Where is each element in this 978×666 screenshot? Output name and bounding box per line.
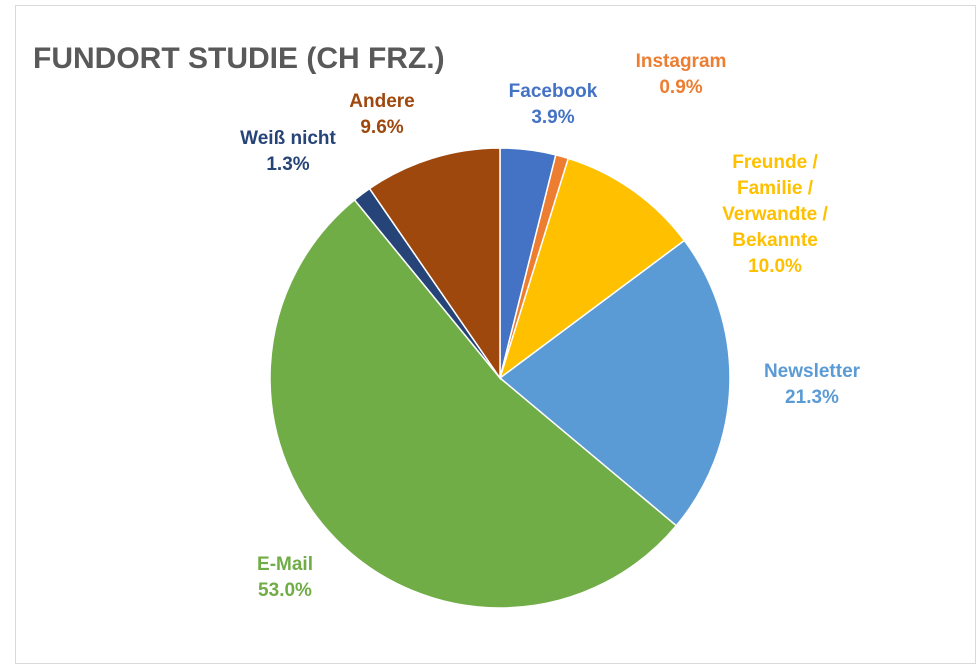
data-label: Freunde / Familie / Verwandte / Bekannte… bbox=[700, 150, 850, 280]
category-label: Newsletter bbox=[763, 361, 861, 382]
data-label: Weiß nicht 1.3% bbox=[240, 126, 336, 178]
data-label: Instagram 0.9% bbox=[636, 49, 727, 101]
category-label: Andere bbox=[349, 91, 415, 112]
pie-slice bbox=[368, 147, 501, 381]
data-label: Facebook 3.9% bbox=[509, 79, 598, 131]
data-label: E-Mail 53.0% bbox=[257, 552, 313, 604]
category-label: Facebook bbox=[508, 81, 598, 102]
category-label: Freunde / Familie / Verwandte / Bekannte bbox=[722, 152, 828, 251]
data-label: Newsletter 21.3% bbox=[764, 359, 860, 411]
data-label: Andere 9.6% bbox=[349, 89, 414, 141]
pie-slice bbox=[269, 198, 678, 609]
pie-slice bbox=[498, 157, 686, 380]
chart-frame bbox=[15, 5, 976, 664]
value-label: 1.3% bbox=[266, 154, 310, 175]
chart-title: FUNDORT STUDIE (CH FRZ.) bbox=[33, 42, 445, 75]
category-label: Weiß nicht bbox=[240, 128, 336, 149]
value-label: 3.9% bbox=[531, 107, 575, 128]
value-label: 53.0% bbox=[258, 580, 312, 601]
pie-slice bbox=[498, 239, 731, 527]
category-label: E-Mail bbox=[257, 554, 313, 575]
value-label: 21.3% bbox=[785, 387, 839, 408]
value-label: 10.0% bbox=[748, 256, 802, 277]
value-label: 0.9% bbox=[659, 77, 703, 98]
category-label: Instagram bbox=[635, 51, 727, 72]
value-label: 9.6% bbox=[360, 117, 404, 138]
